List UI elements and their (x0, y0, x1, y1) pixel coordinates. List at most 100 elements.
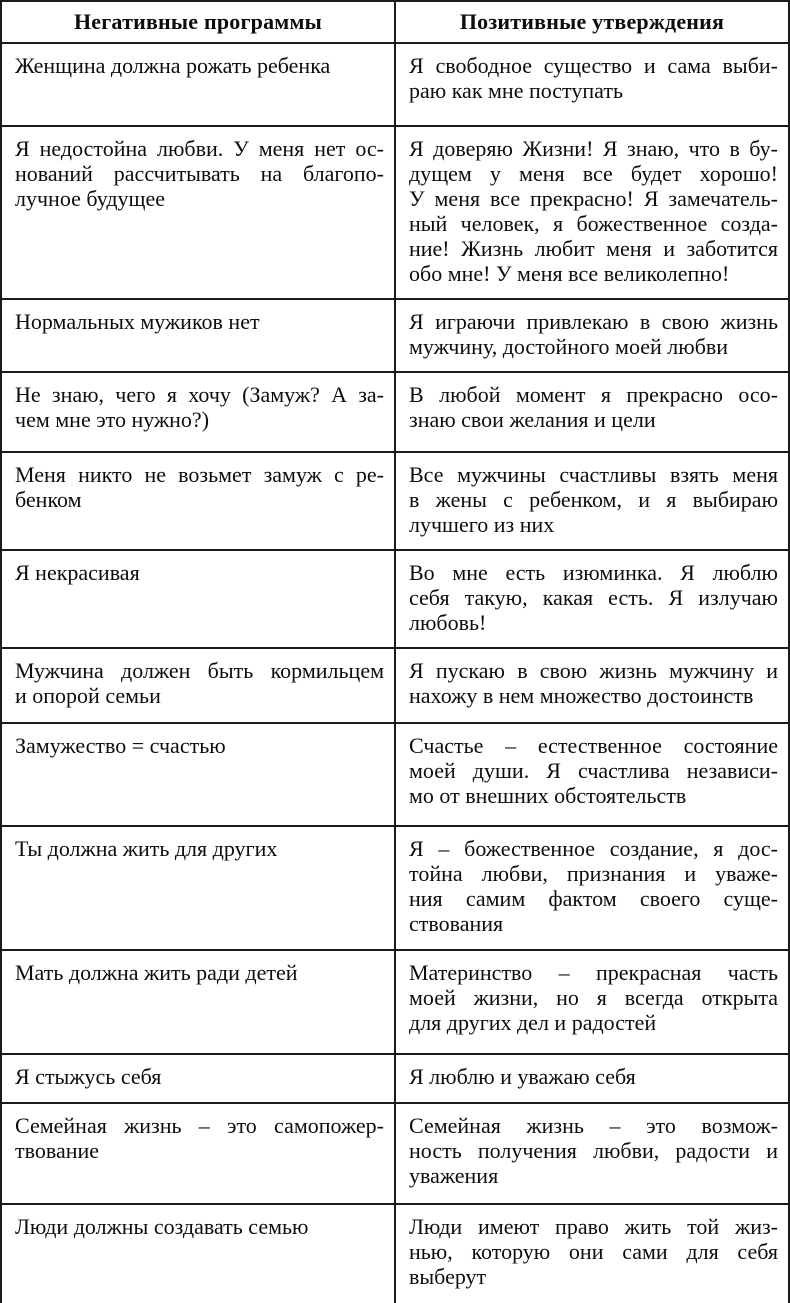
text-line: Во мне есть изюминка. Я люблю (409, 560, 778, 585)
text-line: ние! Жизнь любит меня и заботится (409, 236, 778, 261)
text-line: лучшего из них (409, 512, 555, 537)
text-line: Люди имеют право жить той жиз- (409, 1214, 778, 1239)
text-line: Я недостойна любви. У меня нет ос- (15, 136, 384, 161)
text-line: в жены с ребенком, и я выбираю (409, 487, 778, 512)
text-line: выберут (409, 1264, 487, 1289)
column-header-positive-affirmations: Позитивные утверждения (394, 0, 790, 44)
positive-affirmation-cell: Я доверяю Жизни! Я знаю, что в бу-дущем … (394, 125, 790, 300)
positive-affirmation-cell: Все мужчины счастливы взять меня в жены с… (394, 451, 790, 551)
table-row: Мать должна жить ради детей Материнство … (0, 949, 790, 1055)
text-line: ный человек, я божественное созда- (409, 211, 778, 236)
table-row: Люди должны создавать семью Люди имеют п… (0, 1203, 790, 1303)
text-line: Счастье – естественное состояние (409, 733, 778, 758)
column-header-negative-programs: Негативные программы (0, 0, 396, 44)
negative-program-cell: Я стыжусь себя (0, 1053, 396, 1104)
text-line: У меня все прекрасно! Я замечатель- (409, 186, 778, 211)
text-line: тойна любви, признания и уваже- (409, 861, 778, 886)
text-line: нью, которую они сами для себя (409, 1239, 778, 1264)
text-line: мужчину, достойного моей любви (409, 334, 729, 359)
text-line: В любой момент я прекрасно осо- (409, 382, 778, 407)
text-line: Я стыжусь себя (15, 1064, 162, 1089)
text-line: Не знаю, чего я хочу (Замуж? А за- (15, 382, 384, 407)
text-line: бенком (15, 487, 82, 512)
table-body: Женщина должна рожать ребенка Я свободно… (0, 42, 790, 1303)
text-line: лучное будущее (15, 186, 165, 211)
positive-affirmation-cell: Я пускаю в свою жизнь мужчину и нахожу в … (394, 647, 790, 724)
negative-program-cell: Мужчина должен быть кормильцем и опорой с… (0, 647, 396, 724)
text-line: для других дел и радостей (409, 1010, 657, 1035)
text-line: знаю свои желания и цели (409, 407, 656, 432)
text-line: любовь! (409, 610, 487, 635)
table-row: Не знаю, чего я хочу (Замуж? А за-чем мн… (0, 371, 790, 453)
text-line: Семейная жизнь – это возмож- (409, 1113, 778, 1138)
positive-affirmation-cell: В любой момент я прекрасно осо-знаю свои… (394, 371, 790, 453)
negative-program-cell: Женщина должна рожать ребенка (0, 42, 396, 127)
negative-program-cell: Не знаю, чего я хочу (Замуж? А за-чем мн… (0, 371, 396, 453)
negative-program-cell: Я некрасивая (0, 549, 396, 649)
negative-program-cell: Люди должны создавать семью (0, 1203, 396, 1303)
text-line: нахожу в нем множество достоинств (409, 683, 754, 708)
text-line: твование (15, 1138, 100, 1163)
text-line: чем мне это нужно?) (15, 407, 210, 432)
text-line: моей жизни, но я всегда открыта (409, 985, 778, 1010)
text-line: Мать должна жить ради детей (15, 960, 298, 985)
text-line: Женщина должна рожать ребенка (15, 53, 331, 78)
text-line: ния самим фактом своего суще- (409, 886, 778, 911)
header-row: Негативные программы Позитивные утвержде… (0, 0, 790, 44)
table-row: Нормальных мужиков нет Я играючи привлек… (0, 298, 790, 373)
text-line: Я пускаю в свою жизнь мужчину и (409, 658, 778, 683)
table-row: Замужество = счастью Счастье – естествен… (0, 722, 790, 827)
text-line: и опорой семьи (15, 683, 161, 708)
text-line: уважения (409, 1163, 499, 1188)
text-line: моей души. Я счастлива независи- (409, 758, 778, 783)
negative-program-cell: Мать должна жить ради детей (0, 949, 396, 1055)
text-line: дущем у меня все будет хорошо! (409, 161, 778, 186)
negative-program-cell: Нормальных мужиков нет (0, 298, 396, 373)
text-line: Я люблю и уважаю себя (409, 1064, 636, 1089)
text-line: Все мужчины счастливы взять меня (409, 462, 778, 487)
text-line: обо мне! У меня все великолепно! (409, 261, 730, 286)
table-row: Я стыжусь себя Я люблю и уважаю себя (0, 1053, 790, 1104)
text-line: Я играючи привлекаю в свою жизнь (409, 309, 778, 334)
negative-program-cell: Семейная жизнь – это самопожер-твование (0, 1102, 396, 1205)
text-line: ствования (409, 911, 504, 936)
negative-program-cell: Меня никто не возьмет замуж с ре-бенком (0, 451, 396, 551)
positive-affirmation-cell: Я люблю и уважаю себя (394, 1053, 790, 1104)
table-header: Негативные программы Позитивные утвержде… (0, 0, 790, 44)
negative-program-cell: Я недостойна любви. У меня нет ос-новани… (0, 125, 396, 300)
table-row: Семейная жизнь – это самопожер-твование … (0, 1102, 790, 1205)
text-line: Ты должна жить для других (15, 836, 278, 861)
positive-affirmation-cell: Материнство – прекрасная часть моей жизни… (394, 949, 790, 1055)
text-line: Замужество = счастью (15, 733, 226, 758)
text-line: себя такую, какая есть. Я излучаю (409, 585, 778, 610)
text-line: нований рассчитывать на благопо- (15, 161, 384, 186)
text-line: Нормальных мужиков нет (15, 309, 260, 334)
text-line: Я – божественное создание, я дос- (409, 836, 778, 861)
table-row: Мужчина должен быть кормильцем и опорой с… (0, 647, 790, 724)
negative-program-cell: Ты должна жить для других (0, 825, 396, 951)
positive-affirmation-cell: Я свободное существо и сама выби-раю как… (394, 42, 790, 127)
text-line: Мужчина должен быть кормильцем (15, 658, 384, 683)
positive-affirmation-cell: Я играючи привлекаю в свою жизнь мужчину,… (394, 298, 790, 373)
text-line: Я некрасивая (15, 560, 140, 585)
text-line: мо от внешних обстоятельств (409, 783, 687, 808)
text-line: раю как мне поступать (409, 78, 623, 103)
negative-program-cell: Замужество = счастью (0, 722, 396, 827)
text-line: Меня никто не возьмет замуж с ре- (15, 462, 384, 487)
text-line: Люди должны создавать семью (15, 1214, 309, 1239)
table-row: Меня никто не возьмет замуж с ре-бенком … (0, 451, 790, 551)
table-row: Я недостойна любви. У меня нет ос-новани… (0, 125, 790, 300)
positive-affirmation-cell: Семейная жизнь – это возмож-ность получе… (394, 1102, 790, 1205)
table-row: Ты должна жить для других Я – божественн… (0, 825, 790, 951)
text-line: Семейная жизнь – это самопожер- (15, 1113, 384, 1138)
text-line: Я свободное существо и сама выби- (409, 53, 778, 78)
positive-affirmation-cell: Счастье – естественное состояние моей душ… (394, 722, 790, 827)
text-line: Материнство – прекрасная часть (409, 960, 778, 985)
text-line: Я доверяю Жизни! Я знаю, что в бу- (409, 136, 778, 161)
text-line: ность получения любви, радости и (409, 1138, 778, 1163)
positive-affirmation-cell: Я – божественное создание, я дос-тойна л… (394, 825, 790, 951)
positive-affirmation-cell: Во мне есть изюминка. Я люблю себя такую,… (394, 549, 790, 649)
positive-affirmation-cell: Люди имеют право жить той жиз-нью, котор… (394, 1203, 790, 1303)
